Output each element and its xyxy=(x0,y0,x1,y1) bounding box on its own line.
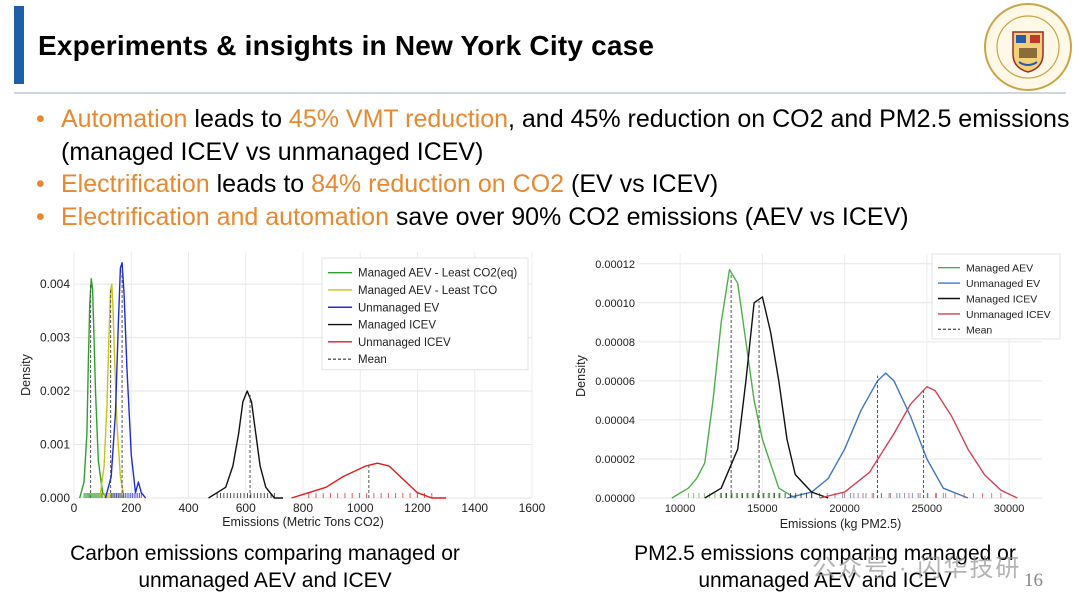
bullet-1-part-4: , and 45% reduction on CO2 and PM2.5 emi… xyxy=(61,105,1070,166)
x-tick-label: 1200 xyxy=(404,501,431,515)
x-tick-label: 30000 xyxy=(994,503,1025,515)
y-tick-label: 0.003 xyxy=(40,331,70,345)
x-tick-label: 200 xyxy=(121,501,141,515)
density-curve xyxy=(819,386,1018,499)
legend-entry: Managed AEV xyxy=(966,263,1033,275)
x-tick-label: 20000 xyxy=(829,503,860,515)
y-tick-label: 0.00002 xyxy=(595,454,635,466)
bullet-1-part-2: leads to xyxy=(187,105,289,133)
y-tick-label: 0.000 xyxy=(40,491,70,505)
bullet-list: • Automation leads to 45% VMT reduction, … xyxy=(36,103,1076,233)
legend-box xyxy=(321,257,529,371)
x-tick-label: 10000 xyxy=(665,503,696,515)
density-curve xyxy=(704,296,829,499)
left-chart-caption: Carbon emissions comparing managed or un… xyxy=(70,542,460,592)
watermark-text: 公众号 · 闪华技研 xyxy=(812,555,1022,582)
x-tick-label: 25000 xyxy=(912,503,943,515)
legend-entry: Mean xyxy=(966,324,992,336)
y-axis-label: Density xyxy=(574,354,588,396)
x-tick-label: 1000 xyxy=(347,501,374,515)
legend-entry: Unmanaged EV xyxy=(358,302,440,314)
legend-entry: Mean xyxy=(358,354,387,366)
density-curve xyxy=(786,372,969,499)
legend-entry: Managed ICEV xyxy=(966,294,1037,306)
y-tick-label: 0.002 xyxy=(40,384,70,398)
co2-density-chart: 0.000 0.001 0.002 0.003 0.004 0 200 400 600 800 10… xyxy=(19,252,546,529)
bullet-electrification-automation: • Electrification and automation save ove… xyxy=(36,201,1076,234)
bullet-dot: • xyxy=(36,105,45,133)
density-curve xyxy=(671,268,796,499)
slide-title: Experiments & insights in New York City … xyxy=(38,30,655,61)
bullet-2-part-2: leads to xyxy=(209,170,312,198)
y-tick-label: 0.00010 xyxy=(595,298,635,310)
y-tick-label: 0.00008 xyxy=(595,337,635,349)
x-tick-label: 1400 xyxy=(461,501,488,515)
y-tick-label: 0.001 xyxy=(40,438,70,452)
x-tick-label: 400 xyxy=(178,501,198,515)
y-tick-label: 0.004 xyxy=(40,277,70,291)
y-tick-label: 0.00006 xyxy=(595,376,635,388)
legend-entry: Managed AEV - Least TCO xyxy=(358,285,497,297)
bullet-2-part-3: 84% reduction on CO2 xyxy=(311,170,565,198)
bullet-dot: • xyxy=(36,202,45,231)
bullet-1-part-1: Automation xyxy=(61,105,188,133)
legend-entry: Unmanaged ICEV xyxy=(358,337,451,349)
legend-entry: Managed AEV - Least CO2(eq) xyxy=(358,268,517,280)
bullet-1-part-3: 45% VMT reduction xyxy=(288,105,509,133)
x-tick-label: 800 xyxy=(293,501,313,515)
bullet-automation: • Automation leads to 45% VMT reduction, … xyxy=(36,103,1076,168)
bullet-3-part-2: save over 90% CO2 emissions (AEV vs ICEV… xyxy=(388,202,909,231)
title-accent-bar xyxy=(14,6,24,84)
density-curve xyxy=(99,283,125,499)
bullet-2-part-1: Electrification xyxy=(61,170,210,198)
university-seal-logo xyxy=(984,3,1072,91)
y-tick-label: 0.00000 xyxy=(595,493,635,505)
legend-entry: Unmanaged EV xyxy=(966,278,1040,290)
density-curve xyxy=(79,278,108,499)
x-tick-label: 600 xyxy=(236,501,256,515)
legend-entry: Unmanaged ICEV xyxy=(966,309,1051,321)
bullet-dot: • xyxy=(36,170,45,198)
page-number: 16 xyxy=(1024,570,1043,591)
density-curve xyxy=(208,390,283,499)
bullet-electrification: • Electrification leads to 84% reduction … xyxy=(36,168,1076,201)
y-tick-label: 0.00012 xyxy=(595,259,635,271)
x-tick-label: 0 xyxy=(71,501,78,515)
x-axis-label: Emissions (kg PM2.5) xyxy=(780,517,902,531)
x-tick-label: 15000 xyxy=(747,503,778,515)
density-curve xyxy=(104,262,147,499)
right-chart-caption: PM2.5 emissions comparing managed or unm… xyxy=(634,542,1016,592)
bullet-2-part-4: (EV vs ICEV) xyxy=(564,170,719,198)
legend-entry: Managed ICEV xyxy=(358,320,436,332)
pm25-density-chart: 0.00000 0.00002 0.00004 0.00006 0.00008 0.000… xyxy=(574,253,1061,531)
bullet-3-part-1: Electrification and automation xyxy=(61,202,389,231)
x-tick-label: 1600 xyxy=(519,501,546,515)
density-curve xyxy=(291,462,447,499)
x-axis-label: Emissions (Metric Tons CO2) xyxy=(222,515,384,529)
y-axis-label: Density xyxy=(19,353,33,395)
y-tick-label: 0.00004 xyxy=(595,415,635,427)
title-divider xyxy=(14,92,1066,94)
